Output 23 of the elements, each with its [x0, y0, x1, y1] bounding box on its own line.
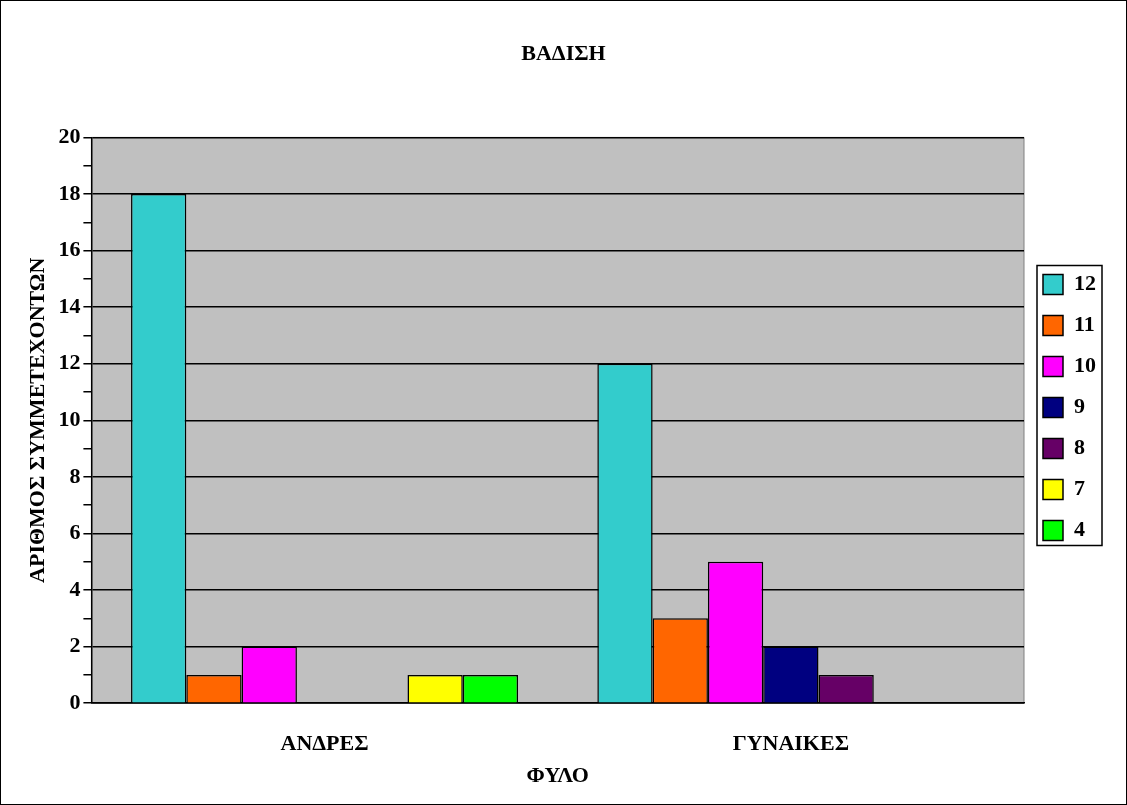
legend-label: 7 — [1074, 475, 1085, 501]
legend-label: 11 — [1074, 311, 1095, 337]
y-tick-label: 0 — [69, 688, 81, 714]
y-tick-label: 8 — [69, 462, 81, 488]
y-tick-label: 14 — [58, 292, 81, 318]
y-tick-label: 16 — [58, 236, 81, 262]
legend-label: 10 — [1074, 352, 1096, 378]
y-tick-label: 12 — [58, 349, 81, 375]
x-tick-label: ΑΝΔΡΕΣ — [280, 730, 369, 756]
x-tick-label: ΓΥΝΑΙΚΕΣ — [732, 730, 850, 756]
y-tick-label: 18 — [58, 179, 81, 205]
legend-label: 4 — [1074, 516, 1085, 542]
y-tick-label: 2 — [69, 632, 81, 658]
x-axis-title: ΦΥΛΟ — [526, 762, 589, 788]
y-tick-label: 4 — [69, 575, 81, 601]
legend-label: 12 — [1074, 270, 1096, 296]
legend-label: 9 — [1074, 393, 1085, 419]
y-tick-label: 10 — [58, 405, 81, 431]
legend-label: 8 — [1074, 434, 1085, 460]
y-axis-title: ΑΡΙΘΜΟΣ ΣΥΜΜΕΤΕΧΟΝΤΩΝ — [23, 257, 49, 583]
chart-title: ΒΑΔΙΣΗ — [521, 39, 606, 65]
y-tick-label: 6 — [69, 519, 81, 545]
y-tick-label: 20 — [58, 123, 81, 149]
